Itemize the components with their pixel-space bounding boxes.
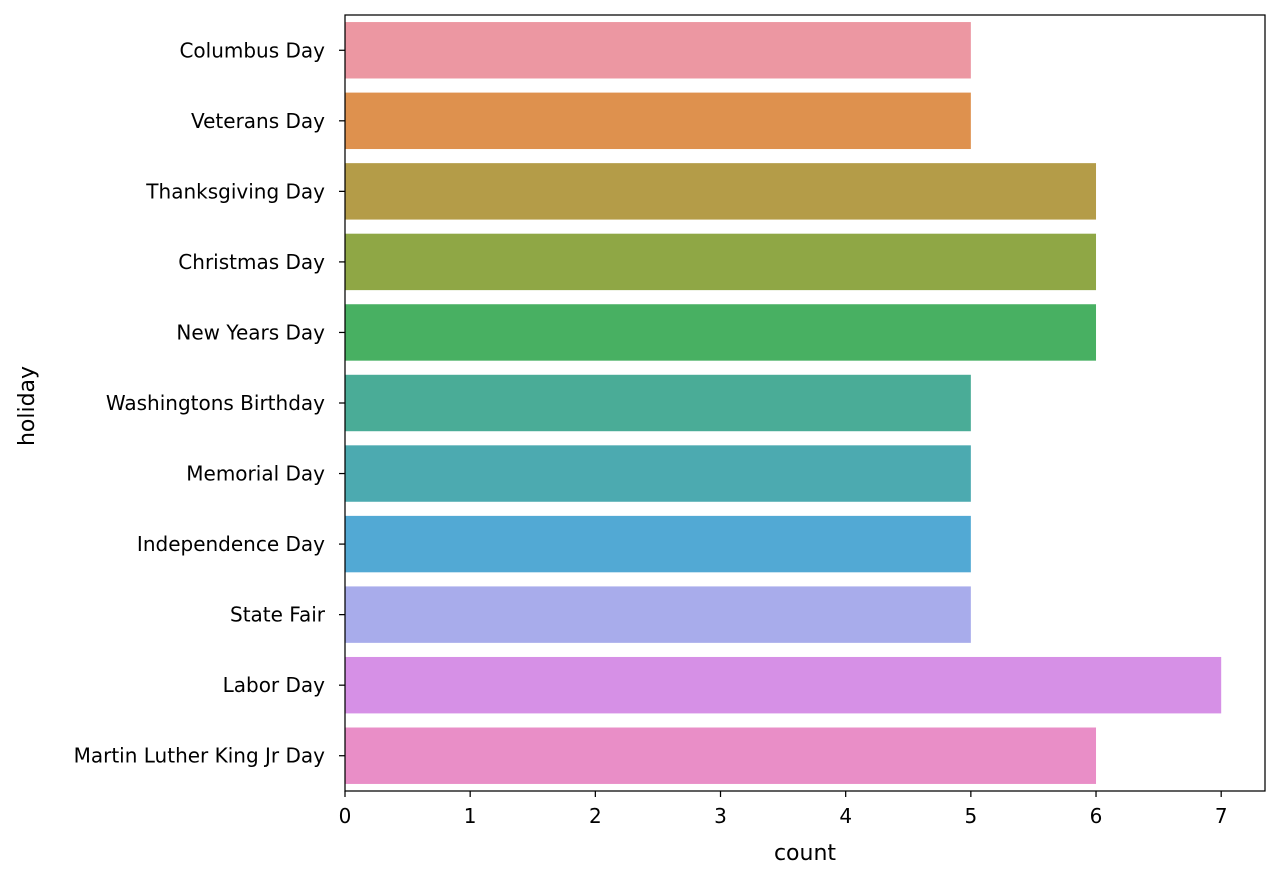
y-tick-label: Martin Luther King Jr Day <box>74 744 326 768</box>
x-tick-label: 3 <box>714 804 727 828</box>
x-tick-label: 6 <box>1090 804 1103 828</box>
bar-state-fair <box>345 586 971 643</box>
y-tick-label: New Years Day <box>176 320 325 344</box>
bar-columbus-day <box>345 22 971 79</box>
bar-martin-luther-king-jr-day <box>345 727 1097 784</box>
x-tick-label: 1 <box>464 804 477 828</box>
bar-independence-day <box>345 515 971 573</box>
x-tick-label: 2 <box>589 804 602 828</box>
y-axis-label: holiday <box>15 366 40 446</box>
x-tick-label: 0 <box>339 804 352 828</box>
y-tick-label: Memorial Day <box>186 462 325 486</box>
y-tick-label: Thanksgiving Day <box>145 179 325 203</box>
bar-christmas-day <box>345 233 1097 291</box>
x-axis-label: count <box>774 841 836 866</box>
bar-memorial-day <box>345 445 971 502</box>
bars-group <box>345 22 1222 784</box>
y-tick-label: Christmas Day <box>178 250 325 274</box>
x-axis: 0 1 2 3 4 5 6 7 <box>339 791 1228 828</box>
y-tick-label: Veterans Day <box>191 109 325 133</box>
y-tick-label: Columbus Day <box>179 38 325 62</box>
y-tick-label: Washingtons Birthday <box>106 391 325 415</box>
y-tick-label: Labor Day <box>223 673 326 697</box>
y-axis: Columbus Day Veterans Day Thanksgiving Day… <box>74 38 345 768</box>
y-tick-label: Independence Day <box>137 532 325 556</box>
y-tick-label: State Fair <box>230 603 326 627</box>
x-tick-label: 7 <box>1215 804 1228 828</box>
bar-thanksgiving-day <box>345 163 1097 220</box>
bar-washingtons-birthday <box>345 374 971 432</box>
bar-new-years-day <box>345 304 1097 361</box>
x-tick-label: 5 <box>964 804 977 828</box>
bar-veterans-day <box>345 92 971 150</box>
x-tick-label: 4 <box>839 804 852 828</box>
bar-labor-day <box>345 656 1222 714</box>
